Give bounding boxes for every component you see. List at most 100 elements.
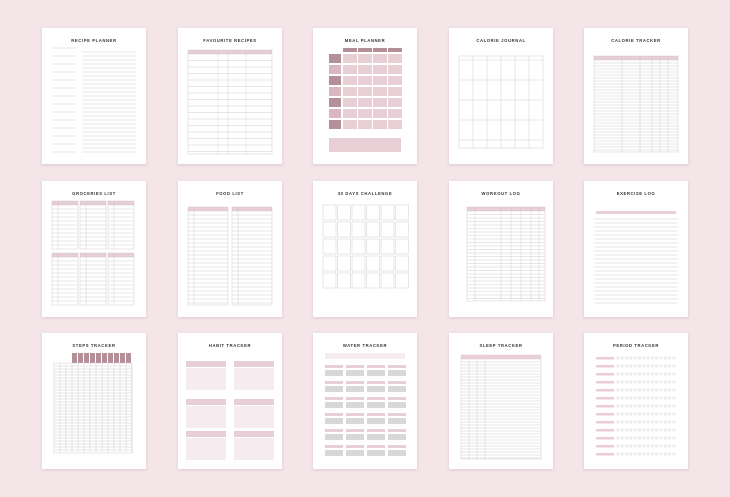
dot [620,356,624,360]
dot [638,420,641,424]
box [366,204,380,221]
dot [642,420,646,424]
block [388,434,406,440]
dot [655,420,659,424]
dot [659,356,663,360]
block [234,438,274,460]
block [329,87,341,96]
block [367,413,385,416]
block [388,48,402,52]
block [325,445,343,448]
dot [668,396,672,400]
dot [663,380,667,384]
block [367,418,385,424]
dot [633,420,637,424]
dot [629,380,633,384]
dot [629,388,633,392]
dot [672,364,676,368]
block [90,353,95,363]
dot [638,404,641,408]
dot [620,388,624,392]
dot [672,396,676,400]
page-title: FAVOURITE RECIPES [203,38,256,43]
planner-page: HABIT TRACKER [178,333,282,469]
block [367,402,385,408]
block [343,98,357,107]
page-title: 30 DAYS CHALLENGE [338,191,393,196]
dot [625,380,628,384]
block [388,120,402,129]
block [358,109,372,118]
dot [625,444,628,448]
box [322,221,337,238]
box [187,206,229,306]
block [367,370,385,376]
page-title: RECIPE PLANNER [71,38,116,43]
block [346,397,364,400]
dot [646,364,650,368]
dot [651,412,654,416]
block [186,431,226,437]
dot [625,364,628,368]
block [114,353,119,363]
block [186,399,226,405]
dot [672,388,676,392]
block [388,450,406,456]
dot [625,388,628,392]
planner-page: FOOD LIST [178,181,282,317]
dot [625,420,628,424]
planner-page: CALORIE TRACKER [584,28,688,164]
table-header [108,253,134,257]
dot [672,412,676,416]
dot [659,380,663,384]
dot [633,380,637,384]
dot [651,420,654,424]
table-header [108,201,134,205]
block [367,381,385,384]
page-title: SLEEP TRACKER [479,343,522,348]
block [325,413,343,416]
block [596,421,614,424]
dot [616,444,620,448]
block [346,402,364,408]
block [388,109,402,118]
dot [672,380,676,384]
block [388,87,402,96]
planner-page: CALORIE JOURNAL [449,28,553,164]
table-header [80,253,106,257]
page-preview: WATER TRACKER [325,343,406,456]
block [388,54,402,63]
planner-page: MEAL PLANNER [313,28,417,164]
dot [633,412,637,416]
dot [655,452,659,456]
table-header [232,207,272,211]
dot [625,372,628,376]
dot [651,364,654,368]
block [325,370,343,376]
dot [616,396,620,400]
page-preview: CALORIE TRACKER [593,38,679,153]
planner-page: SLEEP TRACKER [449,333,553,469]
dot [616,380,620,384]
block [388,65,402,74]
block [329,120,341,129]
page-preview: CALORIE JOURNAL [458,38,544,149]
dot [659,372,663,376]
page-title: MEAL PLANNER [345,38,385,43]
block [325,450,343,456]
dot [625,412,628,416]
dot [672,452,676,456]
block [346,386,364,392]
block [325,381,343,384]
block [367,450,385,456]
page-preview: FOOD LIST [187,191,273,306]
table-header [188,207,228,211]
dot [672,404,676,408]
dot [651,444,654,448]
dot [659,444,663,448]
dot [651,372,654,376]
block [329,54,341,63]
dot [663,364,667,368]
dot [655,444,659,448]
page-title: FOOD LIST [216,191,244,196]
